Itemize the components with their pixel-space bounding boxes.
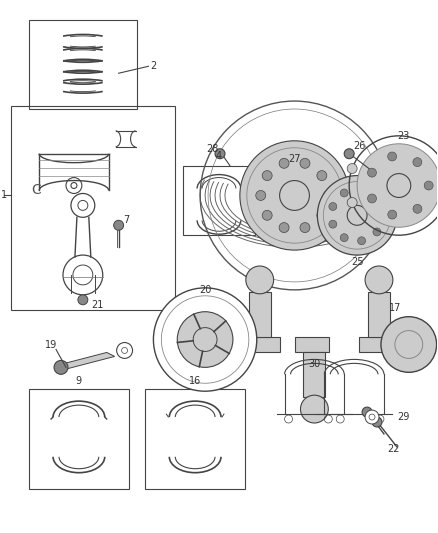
Circle shape <box>424 181 433 190</box>
Text: 27: 27 <box>288 154 301 164</box>
Text: 9: 9 <box>76 376 82 386</box>
Circle shape <box>329 203 337 211</box>
Text: 2: 2 <box>150 61 157 71</box>
Text: 23: 23 <box>398 131 410 141</box>
Circle shape <box>340 189 348 197</box>
Circle shape <box>413 204 422 213</box>
Text: 16: 16 <box>189 376 201 386</box>
Text: 19: 19 <box>45 340 57 350</box>
Circle shape <box>240 141 349 250</box>
Bar <box>240 336 279 352</box>
Bar <box>294 336 329 352</box>
Circle shape <box>379 212 387 219</box>
Text: 20: 20 <box>199 285 211 295</box>
Circle shape <box>329 220 337 228</box>
Circle shape <box>215 149 225 159</box>
Circle shape <box>347 198 357 207</box>
Circle shape <box>54 360 68 374</box>
Circle shape <box>317 171 327 181</box>
Circle shape <box>365 410 379 424</box>
Circle shape <box>340 234 348 241</box>
Text: C: C <box>31 183 41 198</box>
Circle shape <box>153 288 257 391</box>
Circle shape <box>317 211 327 220</box>
Circle shape <box>262 211 272 220</box>
Circle shape <box>367 194 377 203</box>
Circle shape <box>318 175 397 255</box>
Circle shape <box>373 195 381 203</box>
Text: 30: 30 <box>308 359 321 369</box>
Circle shape <box>300 158 310 168</box>
Circle shape <box>362 407 372 417</box>
Bar <box>11 106 175 310</box>
Text: 29: 29 <box>398 412 410 422</box>
Circle shape <box>381 317 437 373</box>
Circle shape <box>246 266 274 294</box>
Circle shape <box>78 295 88 305</box>
Text: 22: 22 <box>388 444 400 454</box>
Circle shape <box>300 395 328 423</box>
Circle shape <box>372 417 382 427</box>
Circle shape <box>347 164 357 174</box>
Text: 28: 28 <box>206 144 218 154</box>
Circle shape <box>279 223 289 232</box>
Circle shape <box>358 237 366 245</box>
Circle shape <box>279 158 289 168</box>
Circle shape <box>177 312 233 367</box>
Circle shape <box>373 228 381 236</box>
Text: 1: 1 <box>1 190 7 200</box>
Circle shape <box>367 168 376 177</box>
Text: 26: 26 <box>353 141 365 151</box>
Text: 4: 4 <box>216 151 222 161</box>
Circle shape <box>358 186 366 194</box>
Bar <box>29 389 129 489</box>
Circle shape <box>388 152 397 161</box>
Text: 25: 25 <box>351 257 364 267</box>
Circle shape <box>344 149 354 159</box>
Text: 7: 7 <box>124 215 130 225</box>
Polygon shape <box>368 292 390 336</box>
Circle shape <box>357 144 438 227</box>
Text: 21: 21 <box>91 300 103 310</box>
Bar <box>359 336 399 352</box>
Circle shape <box>262 171 272 181</box>
Text: 17: 17 <box>389 303 401 313</box>
Polygon shape <box>249 292 271 336</box>
Circle shape <box>300 223 310 232</box>
Circle shape <box>114 220 124 230</box>
Bar <box>145 389 245 489</box>
Polygon shape <box>57 352 115 369</box>
Bar <box>183 166 255 235</box>
Circle shape <box>117 343 133 358</box>
Circle shape <box>388 210 397 219</box>
Polygon shape <box>304 352 325 397</box>
Circle shape <box>323 190 333 200</box>
Circle shape <box>256 190 266 200</box>
Circle shape <box>413 158 422 167</box>
Bar <box>29 20 137 109</box>
Circle shape <box>365 266 393 294</box>
